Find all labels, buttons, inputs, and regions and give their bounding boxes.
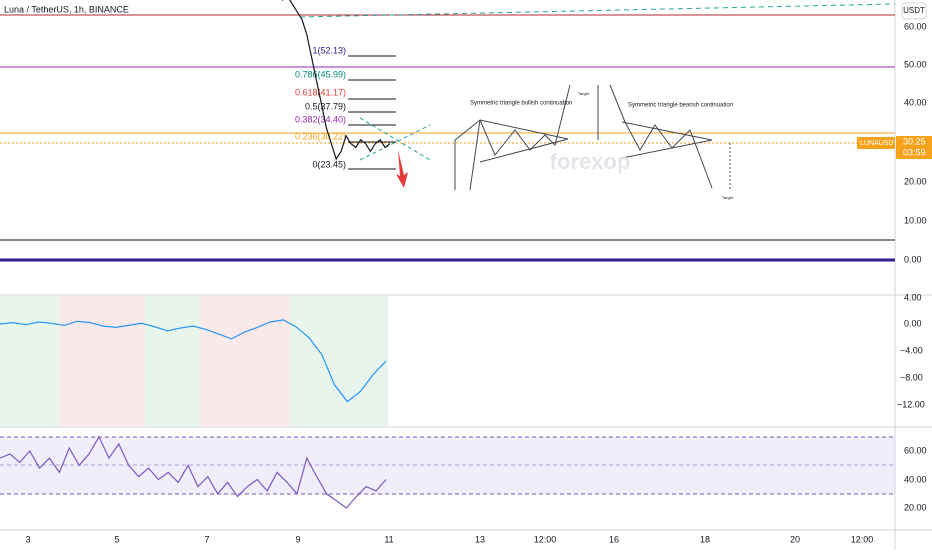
annotation: Target [722, 195, 734, 200]
price-tick: 20.00 [904, 176, 927, 186]
annotation: Target [578, 91, 590, 96]
macd-tick: −12.00 [897, 399, 925, 409]
date-tick: 13 [475, 534, 485, 544]
price-line [281, 0, 391, 161]
price-tick: 60.00 [904, 21, 927, 31]
date-tick: 18 [700, 534, 710, 544]
price-tick: 50.00 [904, 59, 927, 69]
date-tick: 12:00 [851, 534, 874, 544]
fib-label: 0.786(45.99) [295, 69, 346, 79]
macd-band [0, 296, 60, 426]
chart-title: Luna / TetherUS, 1h, BINANCE [4, 4, 129, 14]
fib-label: 0.5(37.79) [305, 101, 346, 111]
macd-line [0, 319, 387, 403]
fib-label: 0.236(30.22) [295, 131, 346, 141]
fib-label: 0(23.45) [312, 159, 346, 169]
symbol-badge [857, 137, 895, 149]
annotation: Symmetric triangle bullish continuation [470, 101, 572, 107]
macd-tick: −8.00 [900, 372, 923, 382]
macd-band [290, 296, 388, 426]
macd-tick: 4.00 [904, 292, 922, 302]
currency: USDT [903, 6, 925, 15]
macd-band [60, 296, 145, 426]
date-tick: 9 [295, 534, 300, 544]
rsi-tick: 20.00 [904, 502, 927, 512]
date-tick: 7 [204, 534, 209, 544]
fib-label: 0.382(34.40) [295, 114, 346, 124]
rsi-tick: 60.00 [904, 445, 927, 455]
price-tick: 10.00 [904, 215, 927, 225]
symbol: LUNAUSDT [860, 140, 898, 147]
price-tick: 40.00 [904, 97, 927, 107]
fib-lines [348, 55, 396, 170]
fib-label: 1(52.13) [312, 45, 346, 55]
down-arrow [396, 150, 408, 188]
watermark: forexop [550, 149, 631, 174]
last-price: 30.25 [903, 136, 926, 146]
macd-tick: 0.00 [904, 318, 922, 328]
currency-box[interactable] [901, 2, 927, 20]
rsi-line [0, 435, 387, 509]
rsi-tick: 40.00 [904, 474, 927, 484]
macd-band [145, 296, 200, 426]
date-tick: 3 [25, 534, 30, 544]
date-tick: 20 [790, 534, 800, 544]
price-tick: 0.00 [904, 254, 922, 264]
date-tick: 5 [114, 534, 119, 544]
fib-label: 0.618(41.17) [295, 87, 346, 97]
countdown: 03:59 [903, 147, 926, 157]
date-tick: 11 [384, 534, 393, 544]
trend-line [299, 3, 896, 18]
triangle-drawings [359, 84, 731, 191]
macd-band [200, 296, 290, 426]
macd-tick: −4.00 [900, 345, 923, 355]
date-tick: 12:00 [534, 534, 557, 544]
date-tick: 16 [609, 534, 619, 544]
annotation: Symmetric triangle bearish continuation [628, 103, 733, 109]
price-badge [896, 136, 932, 159]
